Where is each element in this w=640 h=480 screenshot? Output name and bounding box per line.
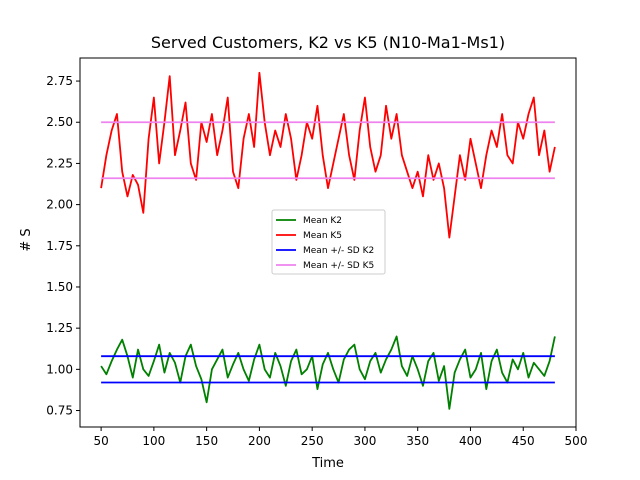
plot-frame bbox=[79, 57, 577, 428]
legend-label: Mean +/- SD K5 bbox=[303, 261, 374, 271]
x-tick-label: 500 bbox=[565, 434, 588, 448]
y-tick-label: 1.50 bbox=[46, 280, 73, 294]
legend-label: Mean K5 bbox=[303, 231, 342, 241]
x-axis-label: Time bbox=[311, 456, 344, 471]
x-tick-label: 450 bbox=[512, 434, 535, 448]
legend-label: Mean K2 bbox=[303, 216, 342, 226]
y-tick-label: 2.25 bbox=[46, 156, 73, 170]
legend-label: Mean +/- SD K2 bbox=[303, 246, 374, 256]
y-tick-label: 1.00 bbox=[46, 362, 73, 376]
y-tick-label: 2.00 bbox=[46, 198, 73, 212]
y-axis-label: # S bbox=[19, 228, 34, 251]
x-tick-label: 350 bbox=[406, 434, 429, 448]
x-tick-label: 150 bbox=[195, 434, 218, 448]
y-tick-label: 2.50 bbox=[46, 115, 73, 129]
legend: Mean K2 Mean K5 Mean +/- SD K2 Mean +/- SD … bbox=[271, 209, 386, 275]
series-line-0 bbox=[100, 335, 556, 410]
x-tick-label: 250 bbox=[301, 434, 324, 448]
x-tick-label: 50 bbox=[93, 434, 108, 448]
y-axis: 0.75 1.00 1.25 1.50 1.75 2.00 2.25 2.50 2.75 bbox=[46, 74, 80, 418]
legend-box bbox=[271, 209, 386, 275]
x-tick-label: 400 bbox=[459, 434, 482, 448]
x-axis: 50 100 150 200 250 300 350 400 450 500 bbox=[93, 427, 587, 448]
y-tick-label: 0.75 bbox=[46, 404, 73, 418]
y-tick-label: 1.25 bbox=[46, 321, 73, 335]
plot-area bbox=[79, 57, 577, 428]
x-tick-label: 100 bbox=[142, 434, 165, 448]
chart-title: Served Customers, K2 vs K5 (N10-Ma1-Ms1) bbox=[151, 33, 505, 52]
y-tick-label: 2.75 bbox=[46, 74, 73, 88]
series-line-1 bbox=[100, 71, 556, 239]
y-tick-label: 1.75 bbox=[46, 239, 73, 253]
x-tick-label: 200 bbox=[248, 434, 271, 448]
x-tick-label: 300 bbox=[353, 434, 376, 448]
